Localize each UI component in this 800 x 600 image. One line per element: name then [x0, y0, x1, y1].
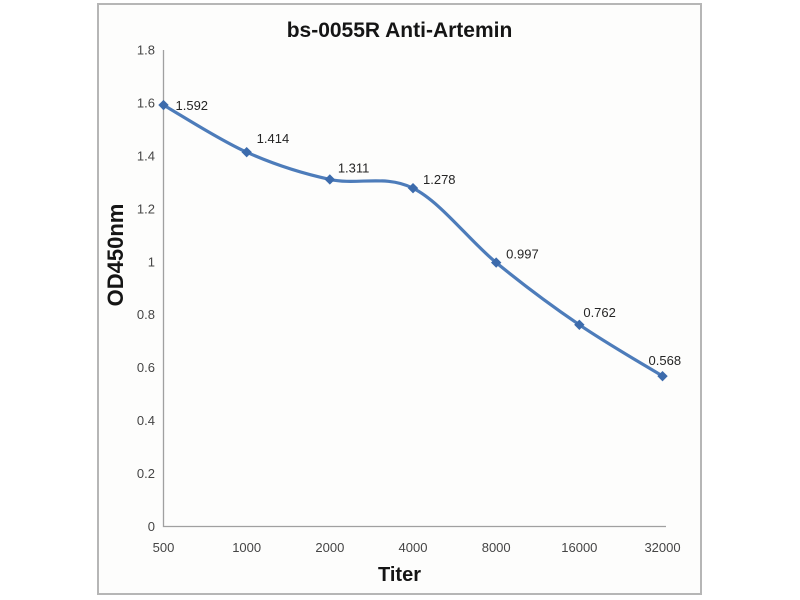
- data-point-label: 1.414: [257, 131, 290, 146]
- axis-lines: [162, 50, 666, 528]
- y-tick-label: 0.4: [137, 413, 155, 428]
- y-tick-label: 0.6: [137, 360, 155, 375]
- data-point-marker: [241, 146, 252, 158]
- y-tick-label: 1.2: [137, 201, 155, 216]
- data-point-label: 0.997: [506, 247, 539, 262]
- data-point-label: 1.592: [176, 98, 209, 113]
- data-point-label: 0.568: [649, 353, 682, 368]
- y-tick-label: 0.8: [137, 307, 155, 322]
- chart-frame: [97, 3, 702, 595]
- data-point-marker: [490, 257, 502, 268]
- data-point-marker: [657, 370, 668, 382]
- data-point-label: 1.311: [338, 160, 370, 175]
- y-tick-label: 1.8: [137, 43, 155, 58]
- data-point-marker: [574, 319, 585, 330]
- data-point-label: 0.762: [583, 305, 616, 320]
- x-tick-label: 4000: [399, 540, 428, 555]
- y-tick-label: 1.4: [137, 148, 155, 163]
- x-tick-label: 8000: [482, 540, 511, 555]
- data-point-label: 1.278: [423, 172, 456, 187]
- y-tick-label: 0: [148, 519, 155, 534]
- y-tick-label: 1: [148, 254, 155, 269]
- x-tick-label: 500: [153, 540, 175, 555]
- y-tick-label: 1.6: [137, 95, 155, 110]
- y-tick-label: 0.2: [137, 466, 155, 481]
- data-point-marker: [407, 182, 419, 194]
- series-line: [161, 103, 665, 378]
- x-tick-label: 16000: [561, 540, 597, 555]
- x-tick-label: 2000: [315, 540, 344, 555]
- chart-title: bs-0055R Anti-Artemin: [286, 19, 513, 42]
- x-tick-label: 32000: [644, 540, 680, 555]
- x-axis-title: Titer: [378, 564, 421, 586]
- x-tick-label: 1000: [232, 540, 261, 555]
- data-point-marker: [324, 174, 336, 185]
- data-point-marker: [158, 99, 169, 111]
